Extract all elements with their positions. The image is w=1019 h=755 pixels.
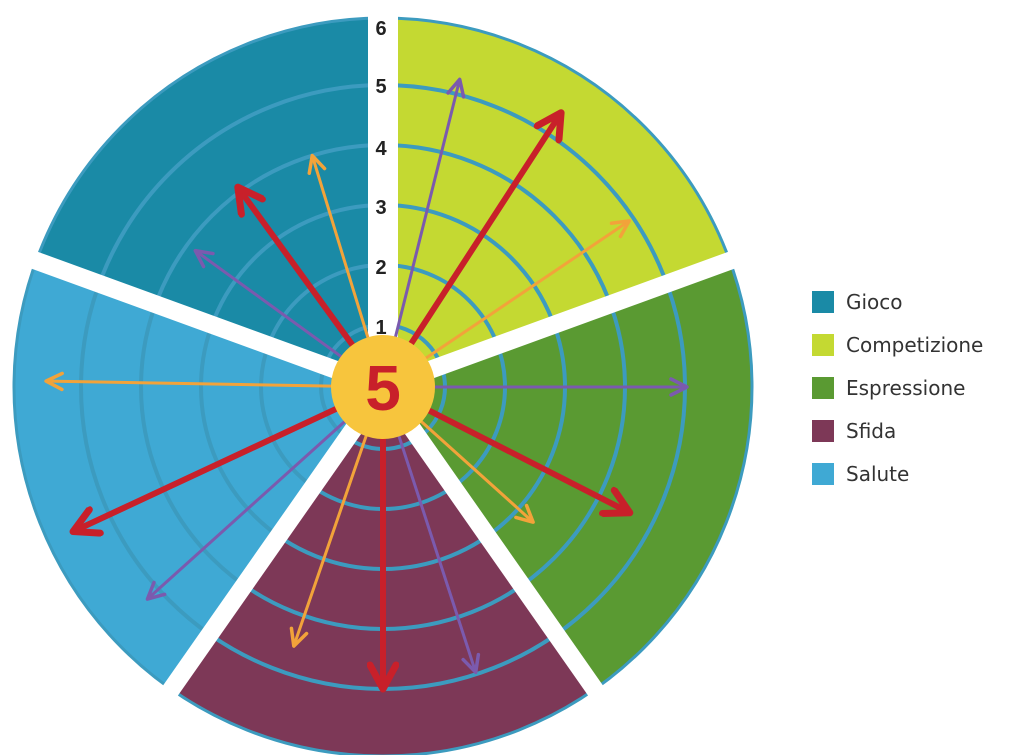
legend: Gioco Competizione Espressione Sfida Sal… bbox=[812, 288, 983, 503]
arrow-purple-11 bbox=[388, 406, 481, 675]
radial-diagram: 5 1 2 3 4 5 6 bbox=[12, 16, 754, 755]
arrow-purple-15 bbox=[145, 400, 369, 601]
separator-gap-lower-left bbox=[159, 418, 365, 701]
separator-gap-lower-right bbox=[401, 418, 607, 701]
center-circle bbox=[331, 335, 435, 439]
legend-swatch-competizione bbox=[812, 333, 834, 356]
scale-label-4: 4 bbox=[375, 138, 387, 160]
legend-swatch-gioco bbox=[812, 290, 834, 313]
scale-label-1: 1 bbox=[375, 317, 386, 339]
legend-item-sfida: Sfida bbox=[812, 417, 983, 444]
arrow-red-1 bbox=[239, 189, 374, 373]
arrow-purple-5 bbox=[386, 77, 466, 368]
legend-label-competizione: Competizione bbox=[846, 332, 984, 357]
legend-label-gioco: Gioco bbox=[846, 289, 903, 314]
legend-label-sfida: Sfida bbox=[846, 418, 897, 443]
arrow-purple-3 bbox=[193, 248, 367, 376]
legend-label-espressione: Espressione bbox=[846, 375, 966, 400]
separator-gap-upper-left bbox=[26, 249, 344, 381]
scale-label-5: 5 bbox=[375, 76, 386, 98]
legend-swatch-espressione bbox=[812, 376, 834, 399]
legend-item-gioco: Gioco bbox=[812, 288, 983, 315]
legend-item-espressione: Espressione bbox=[812, 374, 983, 401]
legend-swatch-salute bbox=[812, 462, 834, 485]
scale-label-2: 2 bbox=[375, 257, 386, 279]
legend-label-salute: Salute bbox=[846, 461, 910, 486]
arrow-red-14 bbox=[75, 393, 367, 530]
scale-label-6: 6 bbox=[375, 18, 386, 40]
sector-competizione bbox=[383, 17, 731, 387]
scale-label-3: 3 bbox=[375, 197, 386, 219]
arrow-orange-12 bbox=[289, 406, 378, 648]
center-value: 5 bbox=[365, 352, 401, 424]
legend-item-competizione: Competizione bbox=[812, 331, 983, 358]
separator-gap-upper-right bbox=[422, 249, 740, 381]
legend-swatch-sfida bbox=[812, 419, 834, 442]
arrow-orange-13 bbox=[44, 371, 363, 392]
sector-espressione bbox=[383, 260, 753, 691]
arrow-orange-2 bbox=[307, 153, 379, 368]
legend-item-salute: Salute bbox=[812, 460, 983, 487]
sector-gioco bbox=[35, 17, 384, 387]
arrow-red-4 bbox=[391, 114, 560, 372]
arrow-red-8 bbox=[399, 393, 628, 512]
arrow-orange-6 bbox=[399, 219, 631, 377]
